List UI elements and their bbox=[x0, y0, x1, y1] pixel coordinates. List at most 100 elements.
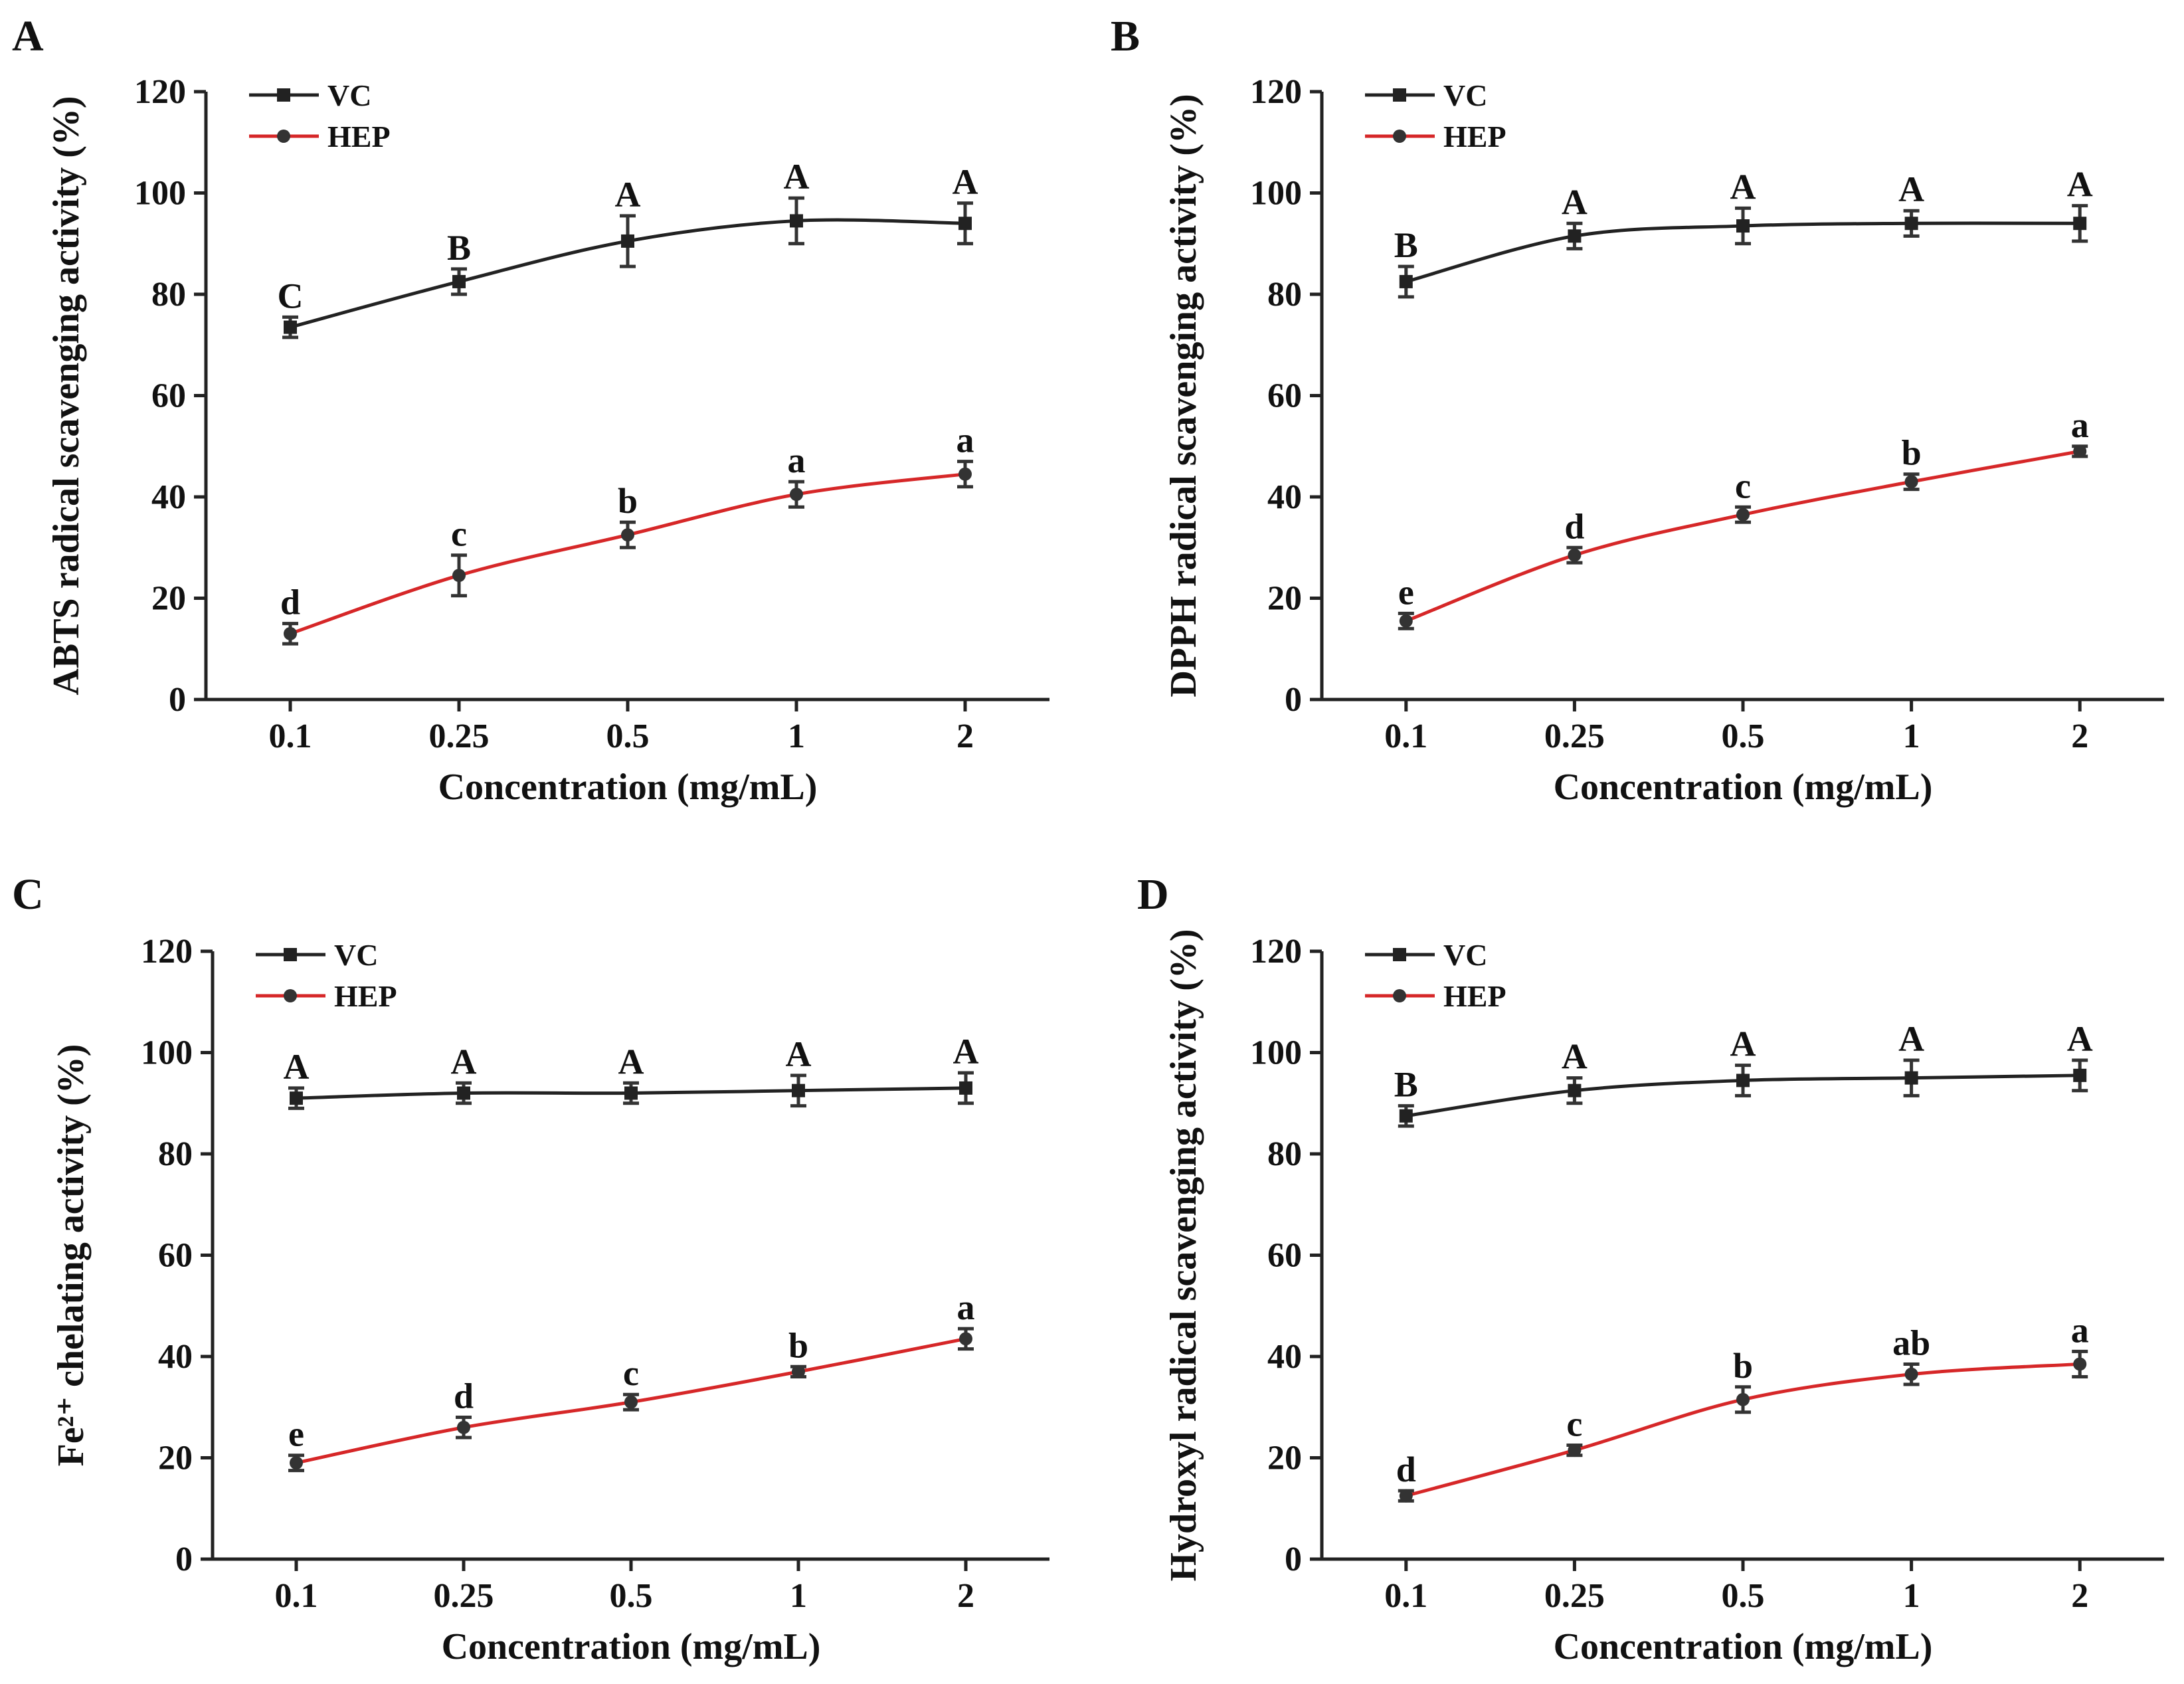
series-hep: e d c b a bbox=[1398, 405, 2089, 630]
y-tick-label: 120 bbox=[1250, 933, 1302, 971]
data-point bbox=[1736, 508, 1750, 521]
data-point bbox=[2073, 1068, 2087, 1082]
data-point bbox=[1568, 1444, 1582, 1457]
data-point bbox=[452, 569, 466, 583]
y-tick-label: 0 bbox=[1285, 681, 1302, 719]
data-point bbox=[624, 1395, 638, 1409]
x-tick-label: 0.1 bbox=[1384, 717, 1427, 755]
significance-label: b bbox=[788, 1325, 808, 1365]
significance-label: A bbox=[786, 1034, 812, 1074]
y-tick-label: 100 bbox=[1250, 1034, 1302, 1072]
legend-marker bbox=[277, 88, 290, 102]
significance-label: A bbox=[451, 1042, 477, 1081]
x-axis-title: Concentration (mg/mL) bbox=[438, 767, 818, 808]
x-axis-title: Concentration (mg/mL) bbox=[1554, 1626, 1933, 1667]
significance-label: c bbox=[1566, 1404, 1582, 1444]
legend: VC HEP bbox=[249, 78, 391, 153]
significance-label: c bbox=[623, 1353, 639, 1393]
data-point bbox=[1904, 217, 1918, 231]
panel-letter: D bbox=[1137, 870, 1169, 919]
legend-marker bbox=[1393, 88, 1406, 102]
legend: VC HEP bbox=[256, 938, 397, 1013]
y-axis-title: DPPH radical scavenging activity (%) bbox=[1163, 94, 1204, 697]
data-point bbox=[2073, 444, 2087, 458]
data-point bbox=[790, 488, 803, 502]
significance-label: B bbox=[1394, 1065, 1418, 1105]
series-vc: B A A A A bbox=[1394, 1019, 2093, 1128]
data-point bbox=[959, 1332, 972, 1346]
y-tick-label: 100 bbox=[134, 175, 186, 213]
chart-panel-b: B 0 20 40 60 80 100 120 0.1 0.25 0.5 1 2 Concentratio… bbox=[1111, 12, 2164, 808]
x-tick-label: 0.5 bbox=[610, 1577, 653, 1615]
y-tick-label: 0 bbox=[169, 681, 186, 719]
significance-label: e bbox=[288, 1414, 304, 1454]
chart-panel-c: C 0 20 40 60 80 100 120 0.1 0.25 0.5 1 2 Concentratio… bbox=[12, 870, 1049, 1667]
significance-label: A bbox=[784, 157, 810, 197]
data-point bbox=[624, 1086, 638, 1100]
panel-letter: C bbox=[12, 870, 44, 919]
panel-letter: B bbox=[1111, 12, 1140, 60]
panel-letter: A bbox=[12, 12, 44, 60]
x-tick-label: 0.1 bbox=[1384, 1577, 1427, 1615]
y-axis-title: Fe²⁺ chelating activity (%) bbox=[50, 1044, 92, 1467]
legend-label: VC bbox=[334, 938, 378, 972]
significance-label: A bbox=[1562, 182, 1588, 222]
y-axis-title: Hydroxyl radical scavenging activity (%) bbox=[1163, 929, 1204, 1582]
significance-label: e bbox=[1398, 572, 1414, 612]
data-point bbox=[284, 626, 297, 640]
x-tick-label: 0.5 bbox=[606, 717, 650, 755]
data-point bbox=[1904, 475, 1918, 489]
x-tick-label: 0.25 bbox=[1544, 1577, 1605, 1615]
x-tick-label: 1 bbox=[1903, 1577, 1920, 1615]
x-tick-label: 1 bbox=[790, 1577, 807, 1615]
y-tick-label: 0 bbox=[1285, 1541, 1302, 1578]
significance-label: A bbox=[953, 162, 978, 202]
x-tick-label: 0.25 bbox=[1544, 717, 1605, 755]
significance-label: A bbox=[2067, 1019, 2093, 1059]
significance-label: b bbox=[1733, 1346, 1753, 1386]
data-point bbox=[792, 1364, 805, 1378]
legend-label: VC bbox=[327, 78, 371, 112]
y-tick-label: 40 bbox=[158, 1338, 193, 1376]
legend-label: VC bbox=[1443, 78, 1487, 112]
significance-label: A bbox=[284, 1047, 310, 1087]
x-tick-label: 2 bbox=[2071, 1577, 2088, 1615]
data-point bbox=[1736, 219, 1750, 233]
x-axis-title: Concentration (mg/mL) bbox=[1554, 767, 1933, 808]
y-tick-label: 80 bbox=[151, 276, 186, 314]
significance-label: A bbox=[1898, 169, 1924, 209]
data-point bbox=[290, 1456, 303, 1470]
significance-label: d bbox=[280, 583, 300, 622]
significance-label: A bbox=[1730, 1024, 1756, 1064]
y-tick-label: 40 bbox=[1267, 1338, 1302, 1376]
y-tick-label: 80 bbox=[158, 1135, 193, 1173]
significance-label: d bbox=[1396, 1450, 1416, 1489]
series-hep: d c b a a bbox=[280, 421, 974, 646]
significance-label: A bbox=[1562, 1037, 1588, 1077]
chart-panel-d: D 0 20 40 60 80 100 120 0.1 0.25 0.5 1 2 Concentratio… bbox=[1137, 870, 2164, 1667]
data-point bbox=[1399, 614, 1413, 628]
y-tick-label: 40 bbox=[151, 478, 186, 516]
x-tick-label: 0.5 bbox=[1722, 1577, 1765, 1615]
significance-label: c bbox=[1735, 466, 1751, 506]
significance-label: d bbox=[1564, 506, 1584, 546]
data-point bbox=[621, 528, 634, 542]
x-tick-label: 1 bbox=[788, 717, 805, 755]
series-vc: C B A A A bbox=[278, 157, 978, 339]
data-point bbox=[1399, 274, 1413, 288]
significance-label: A bbox=[618, 1042, 644, 1081]
x-tick-label: 0.1 bbox=[269, 717, 312, 755]
x-axis-title: Concentration (mg/mL) bbox=[442, 1626, 821, 1667]
y-tick-label: 60 bbox=[1267, 1237, 1302, 1275]
significance-label: C bbox=[278, 276, 304, 316]
y-tick-label: 20 bbox=[151, 580, 186, 618]
legend-label: HEP bbox=[1443, 979, 1506, 1013]
data-point bbox=[1568, 229, 1582, 243]
data-point bbox=[621, 234, 634, 248]
x-tick-label: 0.25 bbox=[434, 1577, 494, 1615]
legend: VC HEP bbox=[1365, 78, 1506, 153]
significance-label: A bbox=[1898, 1019, 1924, 1059]
y-axis-title: ABTS radical scavenging activity (%) bbox=[46, 96, 87, 695]
data-point bbox=[1399, 1489, 1413, 1503]
data-point bbox=[1399, 1109, 1413, 1123]
